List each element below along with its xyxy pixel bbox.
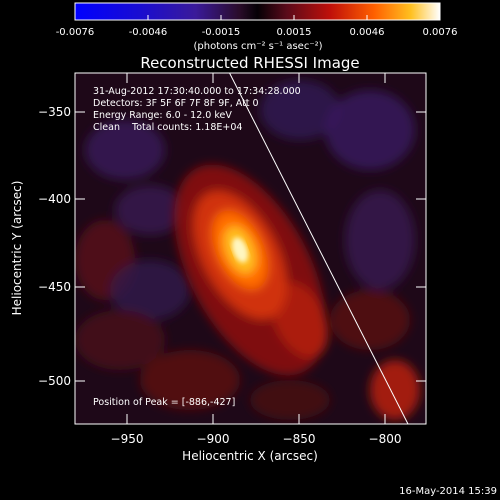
energy-range-annotation: Energy Range: 6.0 - 12.0 keV [93,110,232,121]
colorbar-tick-label: -0.0046 [129,27,168,38]
rhessi-image [75,73,426,424]
y-tick-label: −350 [38,105,71,119]
peak-position-annotation: Position of Peak = [-886,-427] [93,397,235,408]
colorbar-tick-label: -0.0015 [202,27,241,38]
colorbar-tick-label: 0.0015 [277,27,312,38]
x-tick-label: −850 [283,432,316,446]
plot-title: Reconstructed RHESSI Image [140,54,359,72]
background-noise [75,80,415,420]
footer-timestamp: 16-May-2014 15:39 [399,486,497,497]
x-tick-label: −800 [369,432,402,446]
x-axis-label: Heliocentric X (arcsec) [182,449,318,463]
colorbar-units: (photons cm⁻² s⁻¹ asec⁻²) [193,41,322,52]
time-range-annotation: 31-Aug-2012 17:30:40.000 to 17:34:28.000 [93,86,301,97]
plot-frame [74,72,427,425]
detectors-annotation: Detectors: 3F 5F 6F 7F 8F 9F, Att 0 [93,98,259,109]
colorbar: -0.0076 -0.0046 -0.0015 0.0015 0.0046 0.… [56,2,458,52]
colorbar-tick-label: 0.0046 [350,27,385,38]
emission-peak [232,237,248,263]
axis-ticks [75,73,426,424]
x-tick-label: −950 [111,432,144,446]
colorbar-tick-label: 0.0076 [423,27,458,38]
method-counts-annotation: Clean Total counts: 1.18E+04 [93,122,242,133]
colorbar-gradient [74,2,441,21]
x-tick-label: −900 [197,432,230,446]
solar-limb-line [228,73,409,424]
colorbar-tick-label: -0.0076 [56,27,95,38]
y-tick-label: −400 [38,192,71,206]
y-axis-label: Heliocentric Y (arcsec) [10,181,24,316]
y-tick-label: −450 [38,280,71,294]
y-tick-label: −500 [38,374,71,388]
